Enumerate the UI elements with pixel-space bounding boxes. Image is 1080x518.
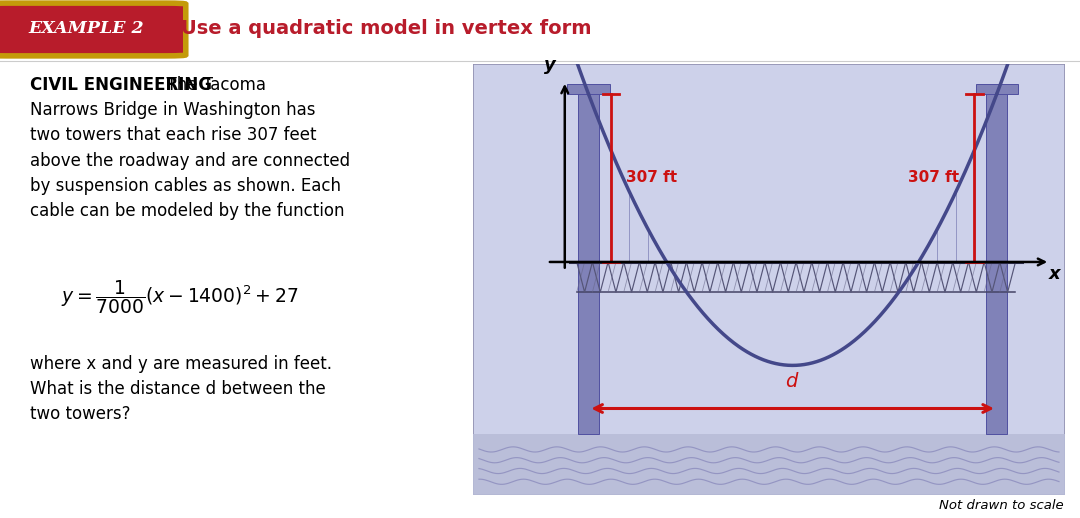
Text: EXAMPLE 2: EXAMPLE 2 [28,20,145,37]
Bar [567,84,610,94]
FancyBboxPatch shape [0,3,186,56]
Text: Not drawn to scale: Not drawn to scale [940,499,1064,512]
Text: $y = \dfrac{1}{7000}(x - 1400)^2 + 27$: $y = \dfrac{1}{7000}(x - 1400)^2 + 27$ [60,278,298,316]
Text: 307 ft: 307 ft [625,170,677,185]
Text: $d$: $d$ [785,372,800,391]
Text: x: x [1049,265,1061,283]
Text: 307 ft: 307 ft [908,170,959,185]
Bar [578,94,599,435]
Bar [975,84,1018,94]
Text: CIVIL ENGINEERING: CIVIL ENGINEERING [29,76,212,94]
Bar [986,94,1008,435]
Text: where x and y are measured in feet.
What is the distance d between the
two tower: where x and y are measured in feet. What… [29,355,332,423]
Bar [473,435,1065,495]
Text: The Tacoma
Narrows Bridge in Washington has
two towers that each rise 307 feet
a: The Tacoma Narrows Bridge in Washington … [29,76,350,220]
Text: Use a quadratic model in vertex form: Use a quadratic model in vertex form [181,19,592,38]
Text: y: y [544,56,556,75]
